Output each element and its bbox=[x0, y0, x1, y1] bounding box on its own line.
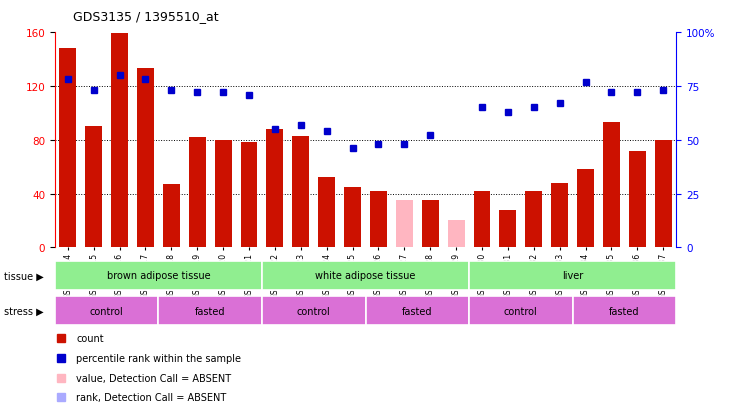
Text: brown adipose tissue: brown adipose tissue bbox=[107, 271, 211, 281]
Bar bbox=[215, 140, 232, 248]
Bar bbox=[396, 201, 413, 248]
Bar bbox=[240, 143, 257, 248]
Bar bbox=[572, 296, 676, 325]
Bar bbox=[59, 49, 76, 248]
Bar bbox=[526, 191, 542, 248]
Text: GDS3135 / 1395510_at: GDS3135 / 1395510_at bbox=[73, 10, 219, 23]
Bar bbox=[137, 69, 154, 248]
Bar bbox=[629, 151, 645, 248]
Bar bbox=[292, 136, 309, 248]
Bar bbox=[422, 201, 439, 248]
Bar bbox=[55, 296, 159, 325]
Text: rank, Detection Call = ABSENT: rank, Detection Call = ABSENT bbox=[76, 392, 227, 402]
Text: control: control bbox=[297, 306, 330, 316]
Bar bbox=[577, 170, 594, 248]
Bar bbox=[159, 296, 262, 325]
Bar bbox=[370, 191, 387, 248]
Bar bbox=[86, 127, 102, 248]
Bar bbox=[262, 296, 366, 325]
Bar bbox=[603, 123, 620, 248]
Bar bbox=[474, 191, 491, 248]
Text: fasted: fasted bbox=[195, 306, 225, 316]
Bar bbox=[189, 138, 205, 248]
Bar bbox=[163, 185, 180, 248]
Text: tissue ▶: tissue ▶ bbox=[4, 271, 43, 281]
Bar bbox=[55, 261, 262, 290]
Bar bbox=[447, 221, 464, 248]
Text: control: control bbox=[504, 306, 538, 316]
Bar bbox=[655, 140, 672, 248]
Bar bbox=[469, 296, 572, 325]
Text: value, Detection Call = ABSENT: value, Detection Call = ABSENT bbox=[76, 373, 231, 383]
Text: count: count bbox=[76, 333, 104, 344]
Text: white adipose tissue: white adipose tissue bbox=[315, 271, 416, 281]
Bar bbox=[366, 296, 469, 325]
Bar bbox=[499, 210, 516, 248]
Bar bbox=[111, 34, 128, 248]
Bar bbox=[551, 183, 568, 248]
Bar bbox=[318, 178, 335, 248]
Text: fasted: fasted bbox=[609, 306, 640, 316]
Text: stress ▶: stress ▶ bbox=[4, 306, 43, 316]
Text: percentile rank within the sample: percentile rank within the sample bbox=[76, 353, 241, 363]
Text: fasted: fasted bbox=[402, 306, 433, 316]
Text: control: control bbox=[90, 306, 124, 316]
Text: liver: liver bbox=[562, 271, 583, 281]
Bar bbox=[267, 130, 284, 248]
Bar bbox=[469, 261, 676, 290]
Bar bbox=[344, 188, 361, 248]
Bar bbox=[262, 261, 469, 290]
